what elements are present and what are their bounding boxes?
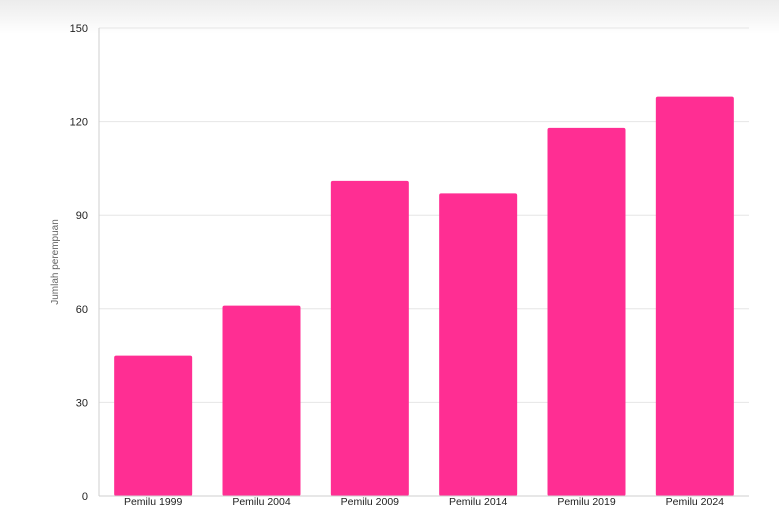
- x-tick-label-3: Pemilu 2009: [341, 496, 400, 508]
- grid-layer: [99, 27, 749, 403]
- bar-2[interactable]: [222, 305, 301, 496]
- y-tick-label-0: 0: [82, 491, 88, 503]
- x-tick-label-5: Pemilu 2019: [557, 496, 616, 508]
- axis-layer: [98, 28, 749, 497]
- x-tick-label-1: Pemilu 1999: [124, 496, 183, 508]
- bar-4[interactable]: [439, 193, 518, 497]
- y-tick-label-30: 30: [76, 397, 88, 409]
- y-tick-label-90: 90: [76, 210, 88, 222]
- bar-6[interactable]: [655, 96, 734, 496]
- y-tick-label-60: 60: [76, 304, 88, 316]
- x-tick-label-6: Pemilu 2024: [666, 496, 725, 508]
- bar-5[interactable]: [547, 127, 626, 496]
- y-axis-title: Jumlah perempuan: [50, 219, 61, 305]
- y-tick-label-150: 150: [70, 23, 88, 35]
- x-tick-label-2: Pemilu 2004: [232, 496, 291, 508]
- bar-3[interactable]: [330, 180, 409, 496]
- bar-1[interactable]: [114, 355, 193, 496]
- x-tick-label-4: Pemilu 2014: [449, 496, 508, 508]
- bar-layer: [114, 96, 734, 497]
- y-tick-label-120: 120: [70, 117, 88, 129]
- label-layer: 0 30 60 90 120 150 Pemilu 1999 Pemilu 2004 Pemil…: [70, 23, 725, 508]
